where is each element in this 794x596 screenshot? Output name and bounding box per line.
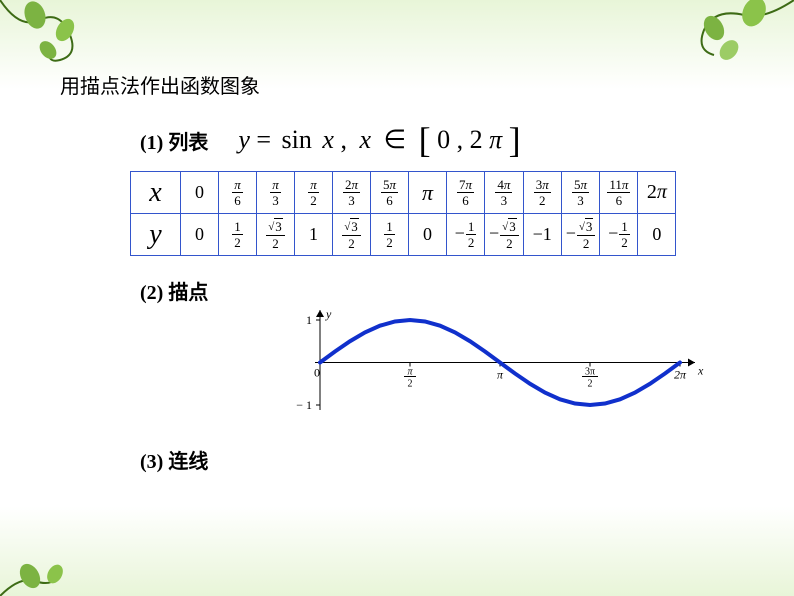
x-header: x xyxy=(131,172,181,214)
x-cell: 3π2 xyxy=(523,172,561,214)
eq-hi-pi: π xyxy=(489,125,502,154)
y-cell: 0 xyxy=(638,214,676,256)
step3-label: (3) 连线 xyxy=(140,445,208,474)
vine-top-left-icon xyxy=(0,0,140,90)
x-cell: π6 xyxy=(219,172,257,214)
eq-lo: 0 xyxy=(437,125,450,154)
svg-text:0: 0 xyxy=(314,366,320,380)
eq-rbracket: ] xyxy=(509,120,521,160)
x-cell: 2π xyxy=(638,172,676,214)
eq-comma: , xyxy=(340,125,347,154)
svg-text:1: 1 xyxy=(306,313,312,327)
y-cell: 1 xyxy=(295,214,333,256)
eq-lbracket: [ xyxy=(419,120,431,160)
svg-text:2: 2 xyxy=(408,379,413,390)
eq-hi-coef: 2 xyxy=(470,125,483,154)
svg-text:3π: 3π xyxy=(585,367,595,378)
y-cell: 12 xyxy=(219,214,257,256)
x-cell: π xyxy=(409,172,447,214)
eq-var: x xyxy=(322,125,334,154)
y-cell: −12 xyxy=(447,214,485,256)
y-cell: 32 xyxy=(257,214,295,256)
eq-in: ∈ xyxy=(383,125,406,154)
eq-equals: = xyxy=(256,125,271,154)
svg-text:y: y xyxy=(325,310,332,321)
value-table: x 0 π6 π3 π2 2π3 5π6 π 7π6 4π3 3π2 5π3 1… xyxy=(130,171,676,256)
y-cell: −32 xyxy=(561,214,600,256)
eq-sep: , xyxy=(457,125,464,154)
y-cell: 12 xyxy=(371,214,409,256)
y-header: y xyxy=(131,214,181,256)
eq-lhs: y xyxy=(238,125,250,154)
table-row-x: x 0 π6 π3 π2 2π3 5π6 π 7π6 4π3 3π2 5π3 1… xyxy=(131,172,676,214)
y-cell: 0 xyxy=(181,214,219,256)
x-cell: 5π3 xyxy=(561,172,600,214)
y-cell: −1 xyxy=(523,214,561,256)
vine-bottom-left-icon xyxy=(0,526,120,596)
y-cell: 32 xyxy=(333,214,371,256)
svg-text:− 1: − 1 xyxy=(296,398,312,412)
x-cell: 2π3 xyxy=(333,172,371,214)
y-cell: −32 xyxy=(485,214,524,256)
x-cell: 0 xyxy=(181,172,219,214)
vine-top-right-icon xyxy=(614,0,794,100)
eq-xvar: x xyxy=(359,125,371,154)
y-cell: 0 xyxy=(409,214,447,256)
svg-text:2: 2 xyxy=(588,379,593,390)
equation: y = sin x , x ∈ [ 0 , 2 π ] xyxy=(238,119,520,161)
step1-label: (1) 列表 xyxy=(140,126,208,155)
x-cell: π3 xyxy=(257,172,295,214)
svg-text:π: π xyxy=(497,368,504,382)
svg-text:π: π xyxy=(407,367,413,378)
x-cell: 5π6 xyxy=(371,172,409,214)
x-cell: 7π6 xyxy=(447,172,485,214)
y-cell: −12 xyxy=(600,214,638,256)
svg-text:2π: 2π xyxy=(674,368,687,382)
eq-func: sin xyxy=(282,125,312,154)
step2-label: (2) 描点 xyxy=(140,276,208,305)
x-cell: 4π3 xyxy=(485,172,524,214)
x-cell: π2 xyxy=(295,172,333,214)
x-cell: 11π6 xyxy=(600,172,638,214)
sine-chart: − 110π2π3π22πyx xyxy=(290,310,710,430)
svg-text:x: x xyxy=(697,364,704,378)
table-row-y: y 0 12 32 1 32 12 0 −12 −32 −1 −32 −12 0 xyxy=(131,214,676,256)
